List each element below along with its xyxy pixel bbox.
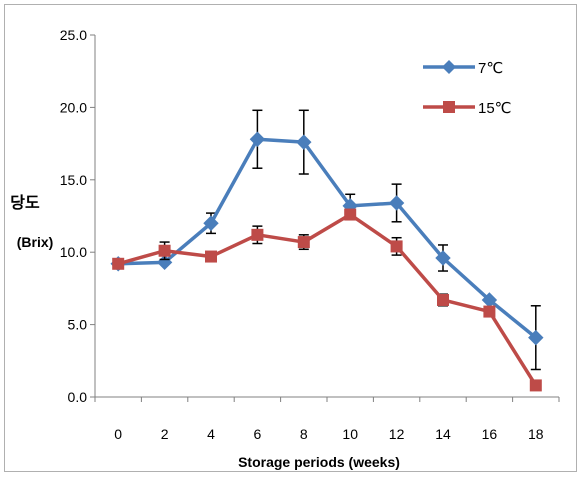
data-point-square — [251, 228, 264, 241]
x-tick-label: 14 — [435, 426, 451, 442]
data-point-diamond — [528, 329, 544, 346]
y-tick-label: 5.0 — [68, 317, 88, 333]
data-point-diamond — [388, 195, 405, 211]
data-point-square — [390, 240, 403, 253]
x-tick-label: 4 — [207, 426, 215, 442]
series-layer — [110, 109, 544, 392]
data-point-square — [529, 379, 542, 392]
legend-label: 15℃ — [478, 100, 512, 117]
x-tick-label: 6 — [254, 426, 262, 442]
x-tick-label: 16 — [482, 426, 498, 442]
y-tick-label: 15.0 — [60, 172, 87, 188]
y-ticks: 0.0 5.0 10.0 15.0 20.0 25.0 — [60, 27, 95, 405]
x-tick-label: 18 — [528, 426, 544, 442]
data-point-square — [158, 244, 171, 257]
data-point-square — [112, 257, 125, 270]
x-tick-label: 10 — [342, 426, 358, 442]
y-tick-label: 10.0 — [60, 244, 87, 260]
x-tick-label: 0 — [114, 426, 122, 442]
data-point-diamond — [296, 134, 312, 150]
legend: 7℃ 15℃ — [423, 60, 512, 117]
legend-label: 7℃ — [478, 60, 503, 77]
y-axis-title-line2: (Brix) — [17, 234, 54, 250]
y-tick-label: 0.0 — [68, 389, 88, 405]
line-chart: 0.0 5.0 10.0 15.0 20.0 25.0 0 2 4 6 8 10 12 14 16 18 당… — [10, 27, 560, 470]
axes: 0.0 5.0 10.0 15.0 20.0 25.0 0 2 4 6 8 10 12 14 16 18 — [60, 27, 560, 442]
y-axis-title-line1: 당도 — [10, 194, 40, 212]
data-point-square — [297, 236, 310, 249]
series-1 — [110, 109, 544, 371]
legend-marker-diamond — [442, 60, 456, 74]
data-point-diamond — [435, 250, 451, 266]
x-tick-label: 8 — [300, 426, 308, 442]
x-axis-title: Storage periods (weeks) — [238, 454, 400, 470]
x-ticks: 0 2 4 6 8 10 12 14 16 18 — [94, 397, 560, 442]
data-point-square — [483, 305, 496, 318]
x-tick-label: 2 — [161, 426, 169, 442]
data-point-square — [437, 293, 449, 306]
data-point-square — [205, 250, 217, 263]
data-point-diamond — [249, 131, 266, 147]
y-tick-label: 20.0 — [60, 99, 87, 115]
x-tick-label: 12 — [389, 426, 405, 442]
data-point-diamond — [203, 215, 219, 231]
data-point-square — [344, 208, 357, 221]
legend-marker-square — [443, 101, 455, 113]
series-line — [117, 212, 538, 387]
series-line — [118, 137, 537, 339]
series-2 — [112, 208, 542, 392]
chart-frame: 0.0 5.0 10.0 15.0 20.0 25.0 0 2 4 6 8 10 12 14 16 18 당… — [4, 4, 577, 472]
y-tick-label: 25.0 — [60, 27, 87, 43]
